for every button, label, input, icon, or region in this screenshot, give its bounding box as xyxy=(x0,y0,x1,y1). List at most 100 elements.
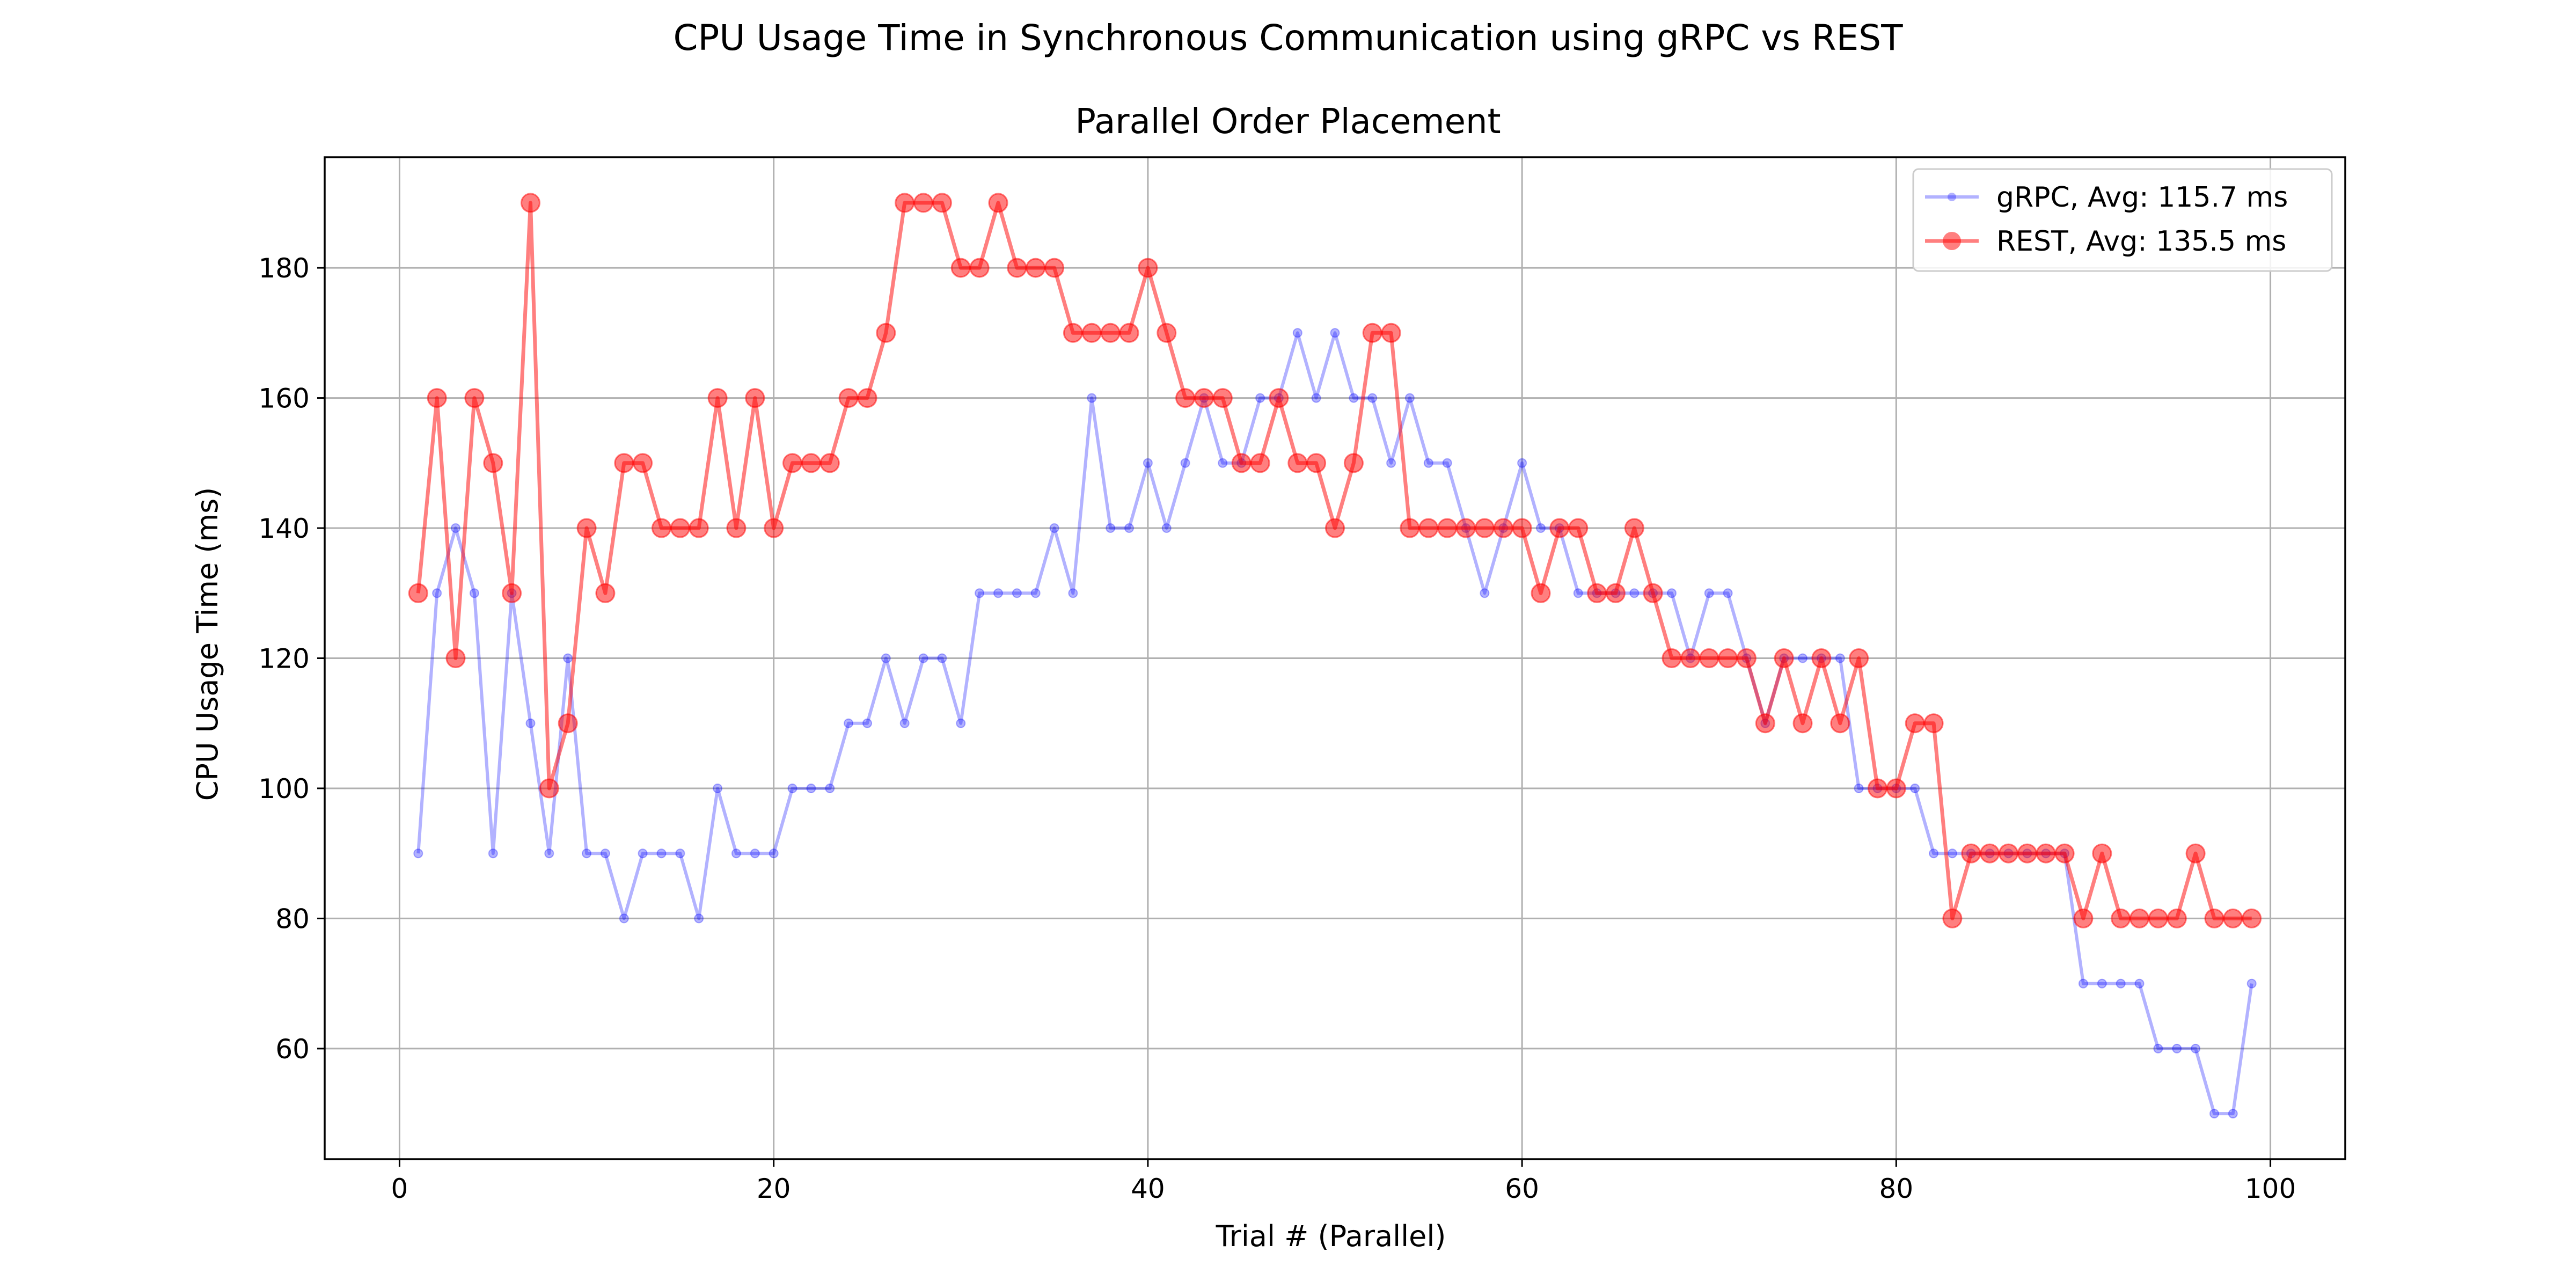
data-point xyxy=(563,653,573,663)
x-tick-label: 40 xyxy=(1131,1173,1165,1204)
data-point xyxy=(2092,843,2112,863)
data-point xyxy=(713,784,723,793)
data-point xyxy=(1367,393,1378,403)
data-point xyxy=(483,453,503,473)
data-point xyxy=(1536,523,1546,533)
data-point xyxy=(544,848,554,859)
data-point xyxy=(1381,323,1401,343)
data-point xyxy=(2223,908,2243,928)
data-point xyxy=(2129,908,2149,928)
data-point xyxy=(525,718,536,728)
data-point xyxy=(1026,258,1046,278)
data-point xyxy=(2246,978,2257,989)
data-point xyxy=(1999,843,2018,863)
legend-label: REST, Avg: 135.5 ms xyxy=(1996,225,2286,258)
data-point xyxy=(1680,648,1701,668)
data-point xyxy=(652,518,671,538)
data-point xyxy=(1306,453,1327,473)
data-point xyxy=(913,193,934,213)
data-point xyxy=(1311,393,1321,403)
data-point xyxy=(1517,458,1527,468)
data-point xyxy=(1549,518,1570,538)
data-point xyxy=(1587,583,1607,603)
data-point xyxy=(1456,518,1476,538)
data-point xyxy=(937,653,947,663)
data-point xyxy=(857,388,877,408)
chart-title: Parallel Order Placement xyxy=(1075,102,1501,142)
data-point xyxy=(2209,1109,2219,1119)
data-point xyxy=(1325,518,1345,538)
y-tick-label: 160 xyxy=(259,383,310,414)
data-point xyxy=(1929,848,1939,859)
data-point xyxy=(726,518,747,538)
data-point xyxy=(1087,393,1097,403)
data-point xyxy=(956,718,966,728)
y-tick-label: 100 xyxy=(259,773,310,804)
data-point xyxy=(2148,908,2168,928)
data-point xyxy=(1629,588,1640,598)
legend-label: gRPC, Avg: 115.7 ms xyxy=(1996,181,2288,214)
data-point xyxy=(969,258,990,278)
data-point xyxy=(2185,843,2206,863)
data-point xyxy=(1212,388,1233,408)
x-axis-label: Trial # (Parallel) xyxy=(1216,1219,1446,1253)
data-point xyxy=(2153,1043,2163,1053)
data-point xyxy=(1961,843,1981,863)
legend-entry: REST, Avg: 135.5 ms xyxy=(1925,225,2286,258)
data-point xyxy=(445,648,466,668)
data-point xyxy=(1255,393,1265,403)
x-tick-label: 20 xyxy=(757,1173,791,1204)
data-point xyxy=(1343,453,1364,473)
x-tick-label: 60 xyxy=(1505,1173,1539,1204)
data-point xyxy=(932,193,952,213)
data-point xyxy=(2111,908,2131,928)
data-point xyxy=(1049,523,1059,533)
data-point xyxy=(2172,1043,2182,1053)
data-point xyxy=(1418,518,1439,538)
data-point xyxy=(2204,908,2224,928)
data-point xyxy=(451,523,460,533)
x-tick-label: 100 xyxy=(2245,1173,2296,1204)
data-point xyxy=(819,453,840,473)
data-point xyxy=(862,718,872,728)
data-point xyxy=(614,453,634,473)
data-point xyxy=(2036,843,2056,863)
data-point xyxy=(595,583,616,603)
data-point xyxy=(2134,978,2145,989)
data-point xyxy=(2017,843,2037,863)
data-point xyxy=(2167,908,2187,928)
data-point xyxy=(1480,588,1490,598)
data-point xyxy=(689,518,709,538)
x-tick-label: 0 xyxy=(391,1173,408,1204)
data-point xyxy=(2191,1043,2201,1053)
data-point xyxy=(1474,518,1495,538)
data-series xyxy=(408,193,2262,1119)
data-point xyxy=(1218,458,1228,468)
data-point xyxy=(558,713,578,734)
data-point xyxy=(539,778,559,799)
data-point xyxy=(1798,653,1807,663)
data-point xyxy=(1030,588,1041,598)
data-point xyxy=(1180,458,1190,468)
data-point xyxy=(782,453,802,473)
data-point xyxy=(1792,713,1813,734)
data-point xyxy=(1699,648,1719,668)
data-point xyxy=(844,718,854,728)
data-point xyxy=(881,653,891,663)
data-point xyxy=(1493,518,1513,538)
y-tick-label: 60 xyxy=(275,1034,310,1065)
data-point xyxy=(2116,978,2126,989)
data-point xyxy=(825,784,835,793)
data-point xyxy=(1250,453,1270,473)
legend-swatch-marker xyxy=(1943,232,1961,250)
data-point xyxy=(1287,453,1308,473)
data-point xyxy=(464,388,485,408)
data-point xyxy=(1100,323,1121,343)
data-point xyxy=(1437,518,1458,538)
data-point xyxy=(899,718,910,728)
x-tick-label: 80 xyxy=(1879,1173,1914,1204)
data-point xyxy=(787,784,797,793)
series-line xyxy=(416,201,2252,920)
data-point xyxy=(1910,784,1920,793)
data-point xyxy=(1662,648,1682,668)
